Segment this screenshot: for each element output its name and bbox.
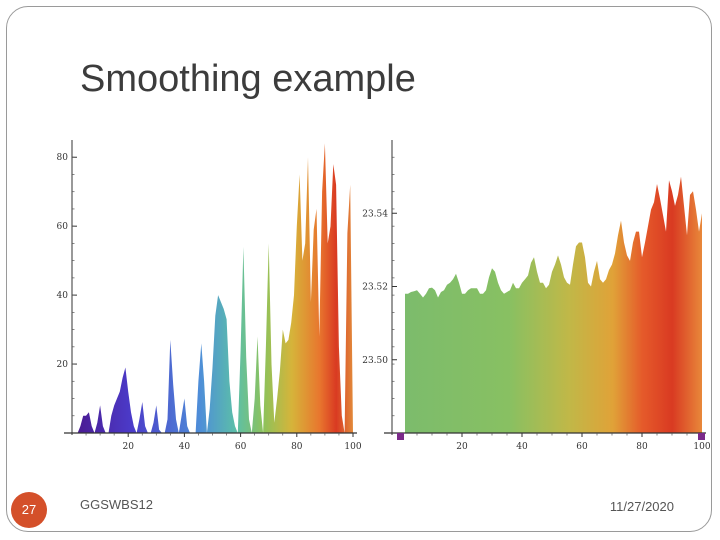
right-y-tick-label: 23.52 — [362, 283, 388, 293]
left-x-tick-label: 100 — [344, 442, 361, 452]
footer-course-code: GGSWBS12 — [80, 497, 153, 512]
right-range-marker — [397, 433, 404, 440]
left-series-area — [74, 143, 354, 433]
right-x-tick-label: 80 — [636, 442, 648, 452]
left-x-tick-label: 80 — [291, 442, 303, 452]
footer-date: 11/27/2020 — [609, 499, 674, 514]
slide-title: Smoothing example — [80, 58, 416, 100]
left-y-tick-label: 80 — [57, 153, 69, 163]
slide-frame — [6, 6, 712, 532]
right-x-tick-label: 60 — [576, 442, 588, 452]
left-y-tick-label: 20 — [57, 360, 69, 370]
left-x-tick-label: 20 — [122, 442, 134, 452]
right-x-tick-label: 40 — [516, 442, 528, 452]
right-y-tick-label: 23.50 — [362, 356, 388, 366]
right-x-tick-label: 100 — [693, 442, 710, 452]
left-y-tick-label: 40 — [57, 291, 69, 301]
page-number-badge: 27 — [11, 492, 47, 528]
right-range-marker — [698, 433, 705, 440]
left-y-tick-label: 60 — [57, 222, 69, 232]
right-y-tick-label: 23.54 — [362, 209, 388, 219]
right-x-tick-label: 20 — [456, 442, 468, 452]
left-chart: 20 40 60 80 20 40 60 80 100 — [57, 140, 362, 452]
left-x-tick-label: 60 — [235, 442, 247, 452]
right-chart: 23.50 23.52 23.54 20 40 60 80 100 — [362, 140, 711, 452]
right-series-area — [405, 176, 702, 433]
left-x-tick-label: 40 — [179, 442, 191, 452]
